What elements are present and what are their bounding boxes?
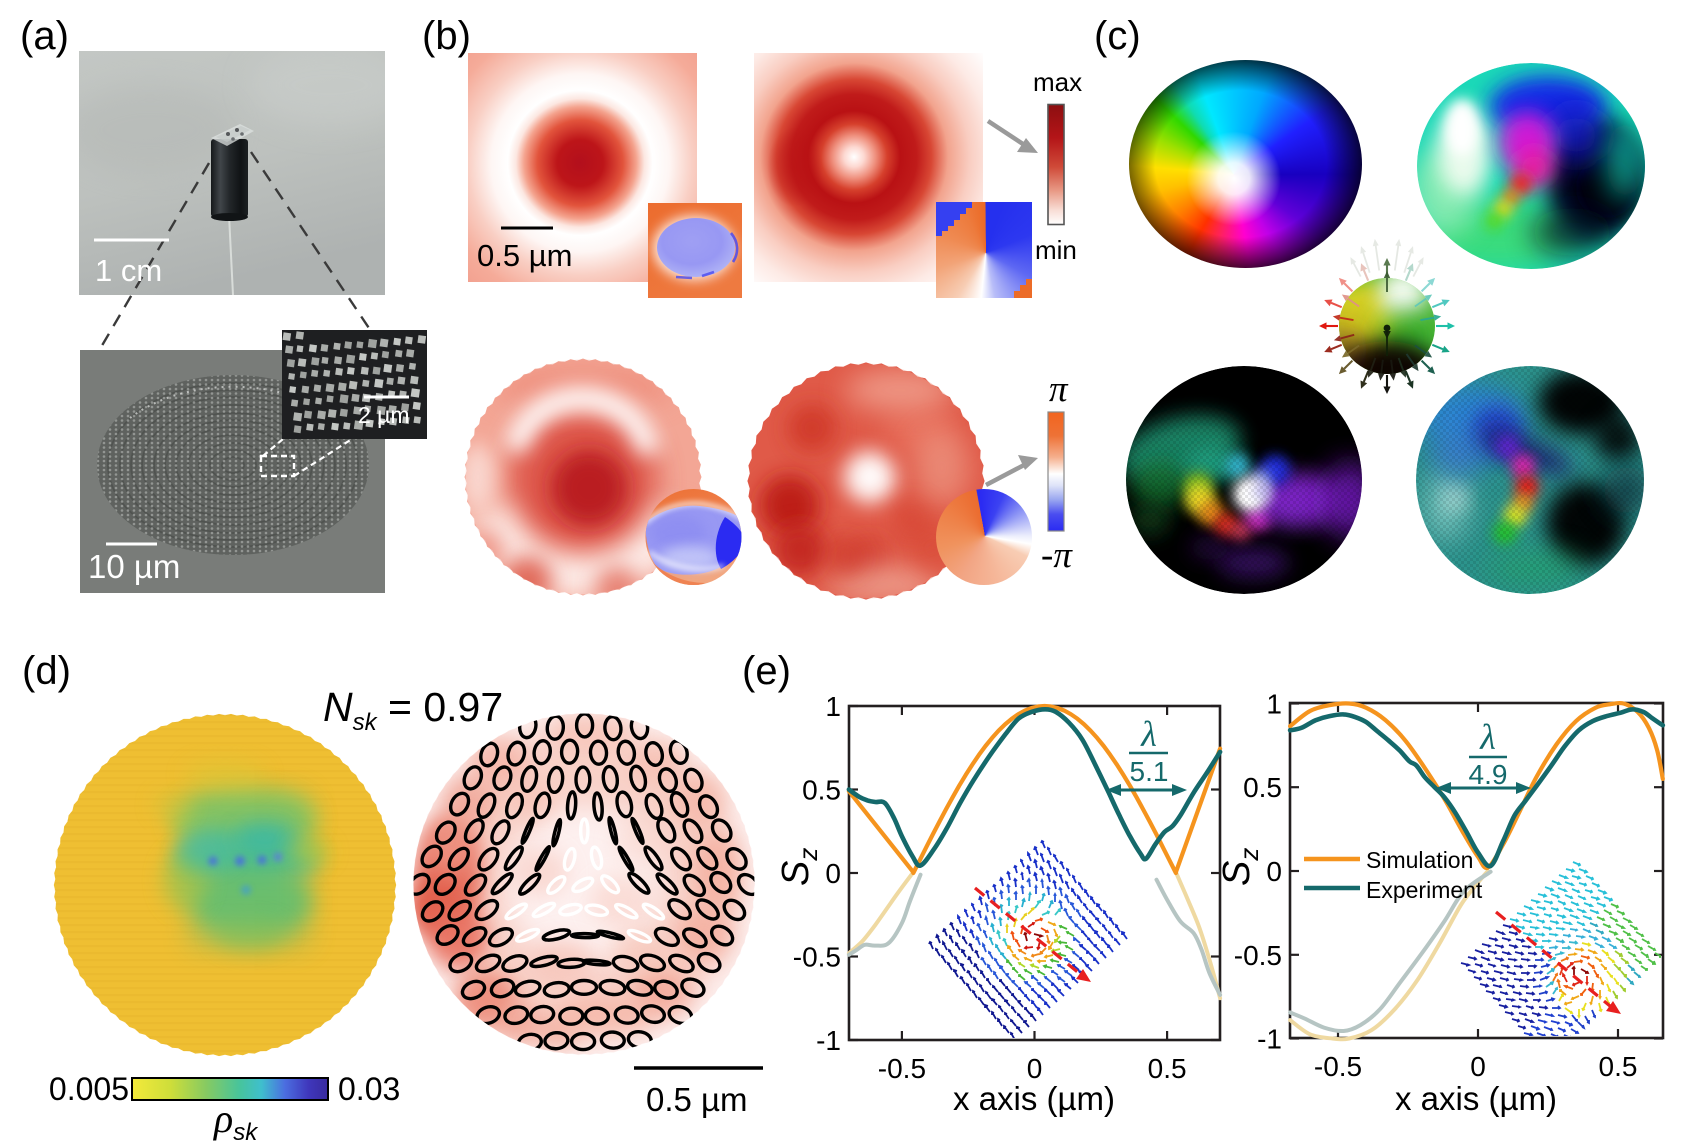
svg-text:Nsk = 0.97: Nsk = 0.97 bbox=[323, 684, 503, 736]
svg-text:min: min bbox=[1035, 235, 1077, 265]
svg-text:-0.5: -0.5 bbox=[1234, 940, 1282, 971]
svg-text:(e): (e) bbox=[742, 649, 791, 693]
svg-text:0.5 µm: 0.5 µm bbox=[477, 238, 572, 273]
svg-text:1: 1 bbox=[1266, 689, 1282, 720]
svg-text:0: 0 bbox=[1266, 856, 1282, 887]
svg-text:-0.5: -0.5 bbox=[878, 1053, 926, 1084]
svg-text:-1: -1 bbox=[816, 1025, 841, 1056]
svg-text:max: max bbox=[1033, 67, 1082, 97]
svg-text:0.03: 0.03 bbox=[338, 1071, 400, 1107]
svg-text:Sz: Sz bbox=[775, 848, 823, 886]
svg-text:π: π bbox=[1049, 369, 1069, 410]
svg-text:-0.5: -0.5 bbox=[1314, 1051, 1362, 1082]
svg-text:0: 0 bbox=[1470, 1051, 1486, 1082]
svg-text:0.5: 0.5 bbox=[1148, 1053, 1187, 1084]
svg-text:λ: λ bbox=[1479, 717, 1496, 757]
svg-text:0: 0 bbox=[1027, 1053, 1043, 1084]
svg-text:x axis (µm): x axis (µm) bbox=[1395, 1080, 1557, 1117]
svg-text:2 µm: 2 µm bbox=[358, 402, 410, 428]
svg-text:0.5: 0.5 bbox=[1243, 772, 1282, 803]
svg-text:0.005: 0.005 bbox=[49, 1071, 129, 1107]
svg-text:0: 0 bbox=[825, 858, 841, 889]
svg-text:-0.5: -0.5 bbox=[793, 942, 841, 973]
svg-text:4.9: 4.9 bbox=[1469, 759, 1508, 790]
svg-text:(c): (c) bbox=[1094, 14, 1141, 58]
svg-text:1: 1 bbox=[825, 691, 841, 722]
svg-text:Experiment: Experiment bbox=[1366, 877, 1483, 903]
svg-text:(b): (b) bbox=[422, 14, 471, 58]
svg-text:(a): (a) bbox=[20, 14, 69, 58]
svg-text:-π: -π bbox=[1041, 535, 1073, 576]
svg-text:0.5: 0.5 bbox=[802, 775, 841, 806]
svg-text:Simulation: Simulation bbox=[1366, 847, 1473, 873]
svg-text:1 cm: 1 cm bbox=[95, 253, 162, 288]
svg-text:(d): (d) bbox=[22, 649, 71, 693]
svg-text:0.5: 0.5 bbox=[1599, 1051, 1638, 1082]
svg-text:ρsk: ρsk bbox=[212, 1096, 259, 1143]
svg-text:λ: λ bbox=[1140, 714, 1157, 754]
svg-text:10 µm: 10 µm bbox=[88, 548, 180, 585]
svg-text:5.1: 5.1 bbox=[1130, 756, 1169, 787]
svg-text:0.5 µm: 0.5 µm bbox=[646, 1081, 748, 1118]
svg-text:Sz: Sz bbox=[1216, 848, 1264, 886]
svg-text:x axis (µm): x axis (µm) bbox=[953, 1080, 1115, 1117]
svg-text:-1: -1 bbox=[1257, 1024, 1282, 1055]
